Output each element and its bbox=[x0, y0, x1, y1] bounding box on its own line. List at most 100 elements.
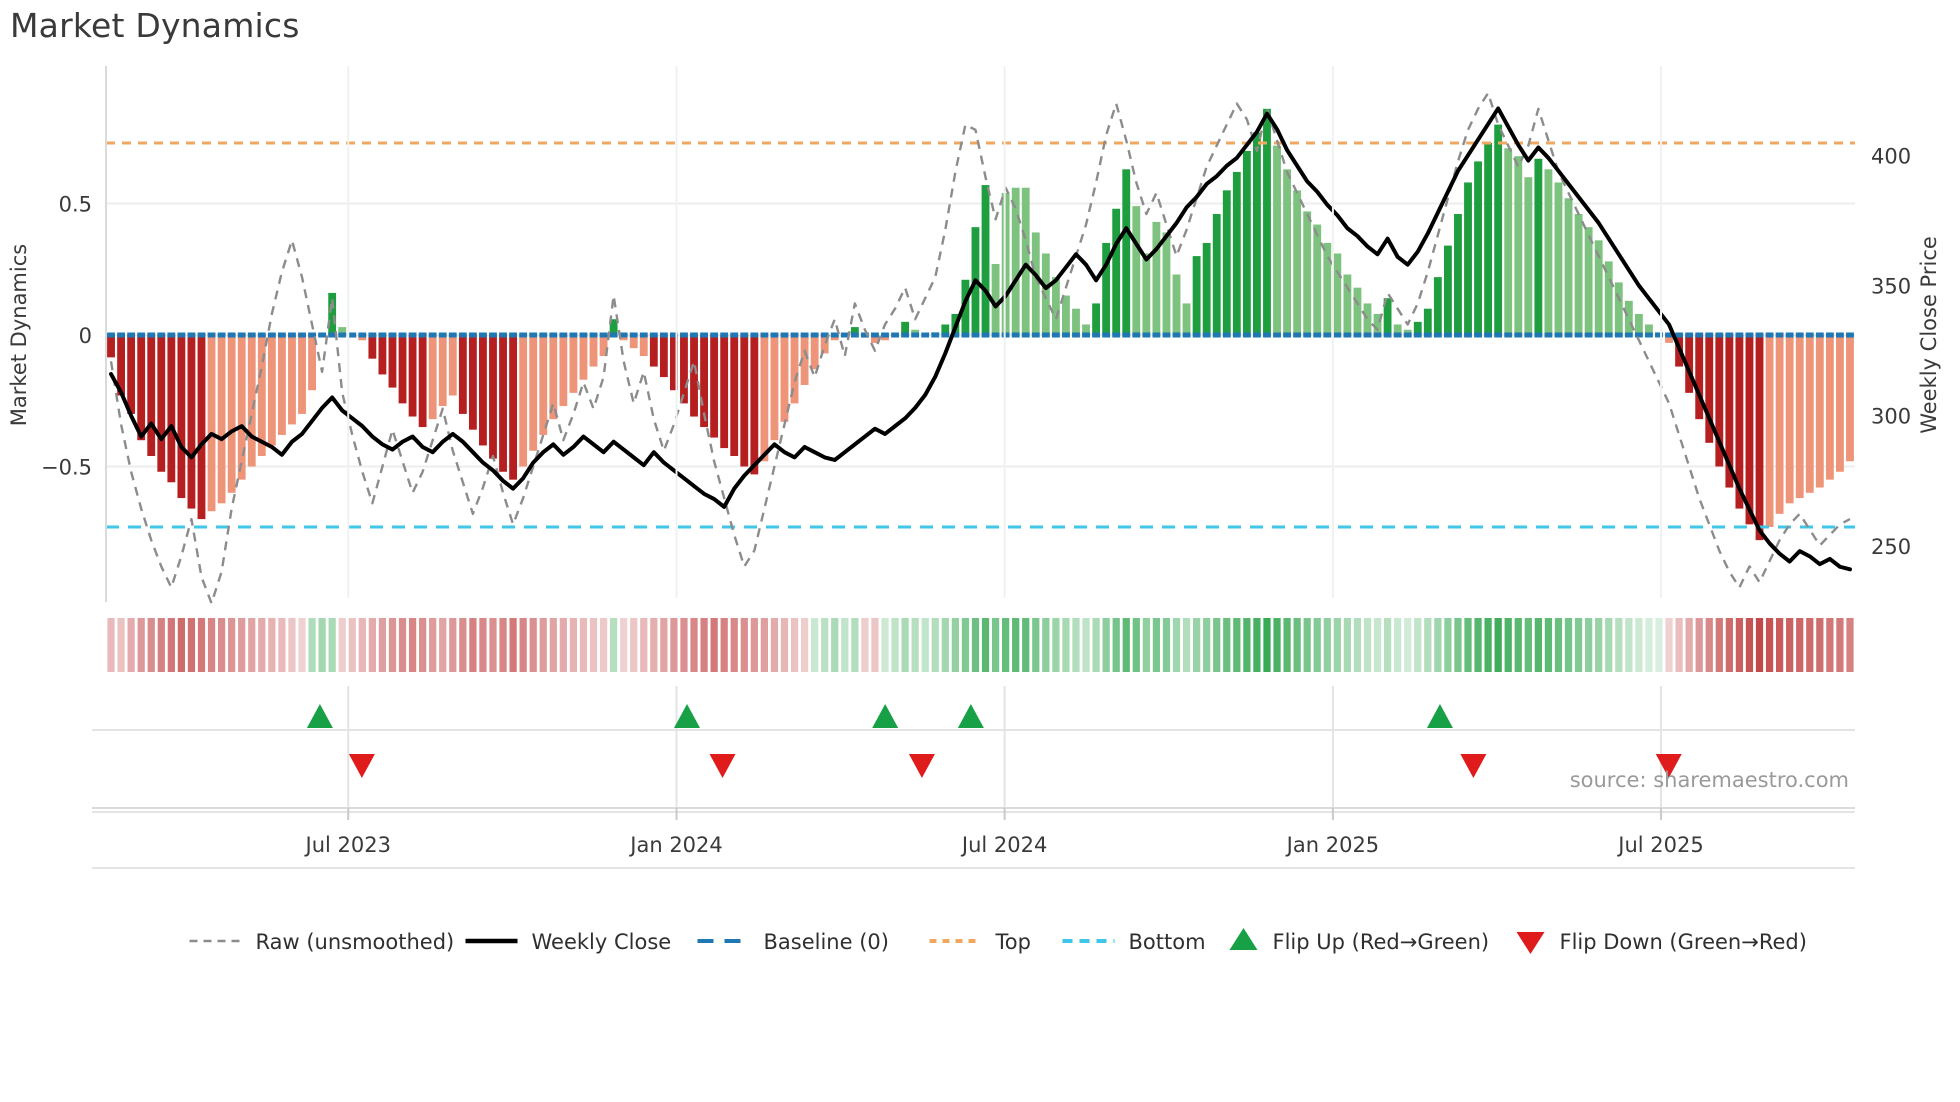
baseline-seg bbox=[750, 332, 759, 338]
bar bbox=[117, 335, 125, 396]
bar bbox=[760, 335, 769, 462]
legend-label-2: Baseline (0) bbox=[764, 930, 889, 954]
baseline-seg bbox=[1524, 332, 1533, 338]
bar bbox=[1142, 253, 1151, 335]
bar bbox=[1152, 221, 1161, 335]
heatmap-cell bbox=[599, 618, 608, 672]
flip-up-marker[interactable] bbox=[872, 704, 899, 728]
bar bbox=[1665, 335, 1673, 343]
ytick-label-left: 0 bbox=[79, 324, 92, 348]
flip-down-marker[interactable] bbox=[709, 754, 736, 778]
ytick-label-right: 350 bbox=[1871, 275, 1911, 299]
baseline-seg bbox=[448, 332, 457, 338]
bar bbox=[750, 335, 759, 475]
bar bbox=[1102, 242, 1111, 335]
heatmap-cell bbox=[1524, 618, 1532, 672]
baseline-seg bbox=[1072, 332, 1080, 338]
flip-down-marker[interactable] bbox=[1460, 754, 1487, 778]
baseline-seg bbox=[780, 332, 789, 338]
baseline-seg bbox=[318, 332, 327, 338]
baseline-seg bbox=[1454, 332, 1462, 338]
heatmap-cell bbox=[1534, 618, 1542, 672]
heatmap-cell bbox=[1564, 618, 1573, 672]
legend-label-3: Top bbox=[995, 930, 1031, 954]
baseline-seg bbox=[479, 332, 487, 338]
heatmap-cell bbox=[268, 618, 276, 672]
heatmap-cell bbox=[841, 618, 849, 672]
heatmap-cell bbox=[258, 618, 266, 672]
heatmap-cell bbox=[770, 618, 779, 672]
bar bbox=[358, 335, 367, 341]
heatmap-cell bbox=[388, 618, 397, 672]
bar bbox=[730, 335, 739, 456]
baseline-seg bbox=[710, 332, 719, 338]
bar bbox=[1172, 274, 1181, 335]
baseline-seg bbox=[388, 332, 397, 338]
baseline-seg bbox=[489, 332, 497, 338]
weekly-close-line bbox=[109, 106, 1852, 572]
bar bbox=[519, 335, 528, 467]
heatmap-cell bbox=[1705, 618, 1713, 672]
bar bbox=[1403, 329, 1412, 335]
baseline-seg bbox=[378, 332, 387, 338]
baseline-seg bbox=[1363, 332, 1372, 338]
baseline-seg bbox=[1514, 332, 1523, 338]
heatmap-cell bbox=[489, 618, 497, 672]
heatmap-cell bbox=[1806, 618, 1814, 672]
heatmap-cell bbox=[961, 618, 970, 672]
baseline-seg bbox=[1132, 332, 1141, 338]
bar bbox=[871, 335, 879, 343]
bar bbox=[468, 335, 477, 430]
bar bbox=[1715, 335, 1724, 467]
bar bbox=[1283, 169, 1291, 335]
baseline-seg bbox=[197, 332, 206, 338]
baseline-seg bbox=[468, 332, 477, 338]
baseline-seg bbox=[137, 332, 146, 338]
heatmap-cell bbox=[1243, 618, 1251, 672]
baseline-seg bbox=[579, 332, 588, 338]
baseline-seg bbox=[107, 332, 115, 338]
bar bbox=[1614, 282, 1623, 335]
bar bbox=[167, 335, 176, 483]
legend-label-1: Weekly Close bbox=[532, 930, 672, 954]
legend-icon-flip-down bbox=[1516, 932, 1545, 954]
baseline-seg bbox=[720, 332, 729, 338]
bar bbox=[227, 335, 236, 493]
baseline-seg bbox=[458, 332, 467, 338]
heatmap-cell bbox=[308, 618, 316, 672]
baseline-seg bbox=[1504, 332, 1513, 338]
flip-up-marker[interactable] bbox=[957, 704, 984, 728]
baseline-seg bbox=[881, 332, 889, 338]
bar bbox=[800, 335, 809, 385]
baseline-seg bbox=[227, 332, 236, 338]
flip-up-marker[interactable] bbox=[674, 704, 701, 728]
heatmap-cell bbox=[1444, 618, 1452, 672]
ytick-label-left: 0.5 bbox=[59, 193, 92, 217]
flip-down-marker[interactable] bbox=[348, 754, 375, 778]
bar bbox=[398, 335, 407, 404]
baseline-seg bbox=[1604, 332, 1613, 338]
heatmap-cell bbox=[1353, 618, 1362, 672]
bar bbox=[609, 319, 618, 335]
bar bbox=[1594, 240, 1603, 335]
bar bbox=[499, 335, 507, 472]
bar bbox=[1765, 335, 1774, 527]
heatmap-cell bbox=[760, 618, 769, 672]
flip-up-marker[interactable] bbox=[306, 704, 333, 728]
heatmap-cell bbox=[1233, 618, 1241, 672]
baseline-seg bbox=[1041, 332, 1050, 338]
heatmap-cell bbox=[1042, 618, 1050, 672]
bar bbox=[1313, 224, 1322, 335]
baseline-seg bbox=[1122, 332, 1131, 338]
baseline-seg bbox=[418, 332, 427, 338]
bar bbox=[408, 335, 417, 417]
bar bbox=[670, 335, 678, 391]
flip-up-marker[interactable] bbox=[1426, 704, 1453, 728]
flip-down-marker[interactable] bbox=[1655, 754, 1682, 778]
baseline-seg bbox=[147, 332, 156, 338]
baseline-seg bbox=[1413, 332, 1422, 338]
flip-down-marker[interactable] bbox=[908, 754, 935, 778]
heatmap-cell bbox=[549, 618, 557, 672]
heatmap-cell bbox=[1273, 618, 1281, 672]
baseline-seg bbox=[177, 332, 186, 338]
